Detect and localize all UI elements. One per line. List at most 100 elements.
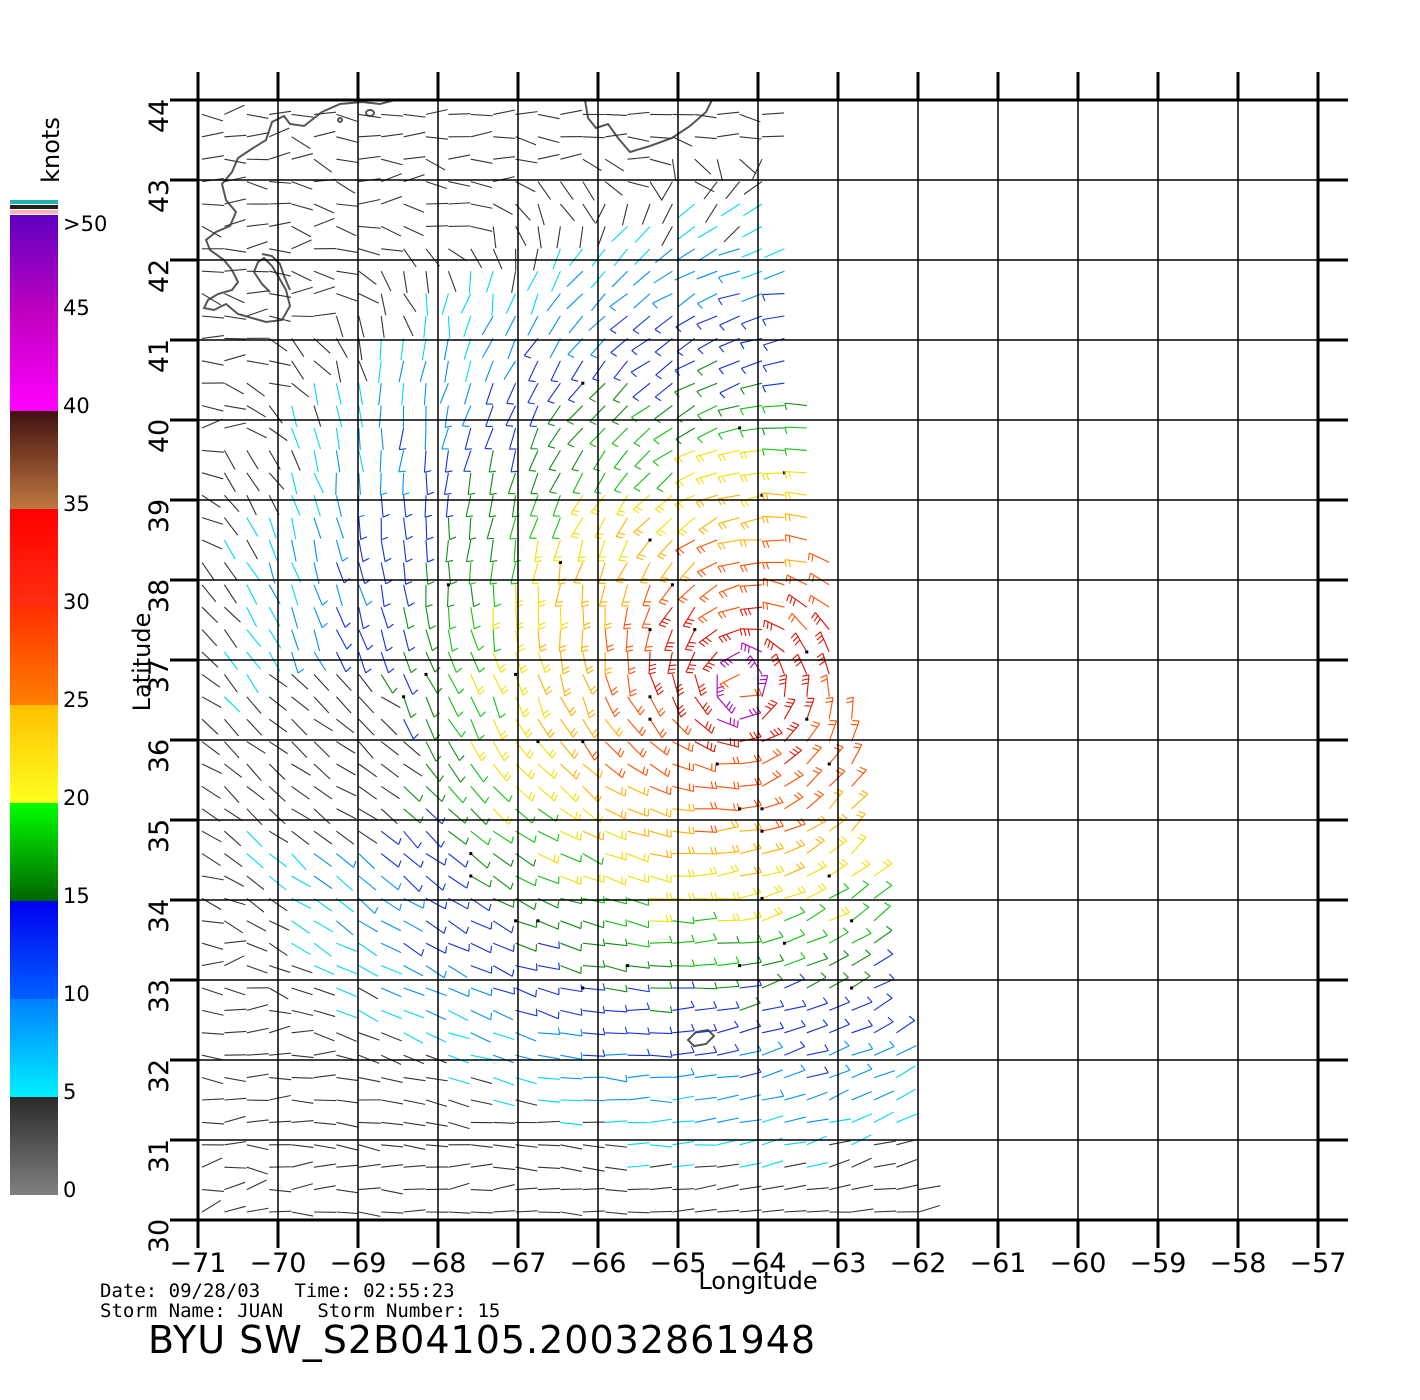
wind-barb bbox=[918, 1185, 941, 1191]
wind-barb bbox=[201, 673, 221, 688]
wind-barb bbox=[224, 104, 245, 115]
wind-barb bbox=[425, 539, 435, 563]
wind-barb bbox=[515, 1210, 538, 1213]
wind-barb bbox=[444, 405, 453, 428]
wind-barb bbox=[604, 875, 627, 886]
wind-barb bbox=[515, 1187, 538, 1191]
wind-barb bbox=[559, 674, 572, 697]
wind-barb bbox=[448, 1163, 471, 1168]
wind-barb bbox=[604, 741, 625, 758]
wind-barb bbox=[224, 1097, 247, 1101]
wind-barb bbox=[761, 1069, 783, 1079]
wind-barb bbox=[784, 1093, 806, 1101]
colorbar-tick-label: 10 bbox=[63, 982, 90, 1006]
wind-barb bbox=[896, 1088, 916, 1101]
wind-barb bbox=[335, 606, 351, 628]
wind-barb bbox=[358, 651, 372, 674]
wind-barb bbox=[717, 1184, 739, 1191]
wind-barb bbox=[672, 1164, 695, 1168]
wind-barb bbox=[851, 1042, 874, 1056]
wind-barb bbox=[611, 270, 628, 288]
wind-barb bbox=[447, 763, 466, 783]
wind-barb bbox=[694, 1001, 718, 1011]
date-time-line: Date: 09/28/03 Time: 02:55:23 bbox=[100, 1280, 455, 1302]
wind-barb bbox=[201, 113, 224, 122]
wind-barb bbox=[782, 929, 806, 945]
wind-barb bbox=[313, 718, 333, 732]
wind-barb bbox=[605, 1026, 628, 1035]
x-tick-label: −65 bbox=[650, 1248, 707, 1279]
wind-barb bbox=[503, 360, 517, 380]
wind-barb bbox=[291, 1009, 314, 1017]
wind-barb bbox=[694, 1074, 717, 1079]
wind-barb bbox=[694, 674, 708, 696]
wind-barb bbox=[380, 270, 392, 292]
wind-barb bbox=[582, 1049, 606, 1057]
wind-barb bbox=[492, 674, 509, 695]
wind-barb bbox=[358, 405, 364, 428]
wind-barb bbox=[508, 427, 517, 450]
wind-barb bbox=[761, 1041, 783, 1056]
wind-barb bbox=[717, 426, 742, 440]
wind-barb bbox=[380, 763, 400, 778]
wind-barb bbox=[609, 293, 628, 312]
wind-barb bbox=[696, 561, 718, 578]
wind-barb bbox=[627, 1027, 651, 1035]
wind-barb bbox=[291, 427, 300, 449]
wind-barb bbox=[571, 450, 584, 472]
wind-barb bbox=[246, 113, 269, 119]
wind-barb bbox=[269, 1052, 292, 1056]
wind-barb bbox=[654, 382, 673, 402]
wind-barb bbox=[582, 830, 605, 841]
wind-barb bbox=[515, 696, 530, 718]
wind-barb bbox=[269, 965, 291, 973]
wind-barb bbox=[626, 961, 650, 969]
wind-barb bbox=[579, 226, 584, 249]
wind-barb bbox=[695, 449, 718, 463]
wind-barb bbox=[873, 1040, 895, 1056]
wind-barb bbox=[582, 1027, 606, 1036]
wind-barb bbox=[627, 651, 636, 675]
y-tick-label: 35 bbox=[144, 819, 175, 853]
wind-barb bbox=[291, 1211, 314, 1217]
wind-barb bbox=[807, 552, 830, 563]
wind-barb bbox=[828, 1018, 850, 1034]
wind-barb bbox=[814, 631, 830, 653]
wind-barb bbox=[694, 911, 718, 922]
wind-barb bbox=[896, 1184, 919, 1191]
wind-barb bbox=[470, 786, 490, 804]
wind-barb bbox=[246, 1179, 267, 1191]
wind-barb bbox=[605, 1005, 628, 1013]
wind-barb bbox=[358, 198, 381, 205]
wind-barb bbox=[537, 718, 555, 739]
wind-barb bbox=[806, 1044, 829, 1056]
wind-barb bbox=[441, 293, 449, 315]
wind-barb bbox=[425, 1188, 449, 1191]
wind-barb bbox=[560, 1099, 583, 1102]
wind-barb bbox=[493, 1077, 515, 1086]
wind-barb bbox=[470, 965, 493, 974]
wind-barb bbox=[582, 607, 591, 630]
wind-barb bbox=[694, 1023, 718, 1034]
wind-barb bbox=[291, 1054, 314, 1059]
wind-barb bbox=[425, 920, 447, 934]
wind-barb bbox=[806, 952, 829, 967]
wind-barb bbox=[559, 203, 575, 222]
wind-barb bbox=[696, 315, 718, 330]
wind-barb bbox=[470, 1032, 491, 1043]
wind-barb bbox=[694, 136, 717, 140]
wind-barb bbox=[488, 450, 497, 473]
wind-barb bbox=[694, 866, 718, 877]
wind-barb bbox=[313, 217, 335, 227]
wind-barb bbox=[605, 919, 628, 927]
wind-barb bbox=[537, 203, 545, 226]
wind-barb bbox=[696, 270, 718, 280]
wind-barb bbox=[425, 517, 434, 541]
wind-barb bbox=[627, 136, 650, 142]
x-tick-label: −71 bbox=[170, 1248, 227, 1279]
wind-barb bbox=[201, 131, 224, 138]
wind-barb bbox=[425, 1009, 447, 1021]
wind-barb bbox=[465, 495, 474, 518]
wind-barb bbox=[717, 1117, 739, 1123]
